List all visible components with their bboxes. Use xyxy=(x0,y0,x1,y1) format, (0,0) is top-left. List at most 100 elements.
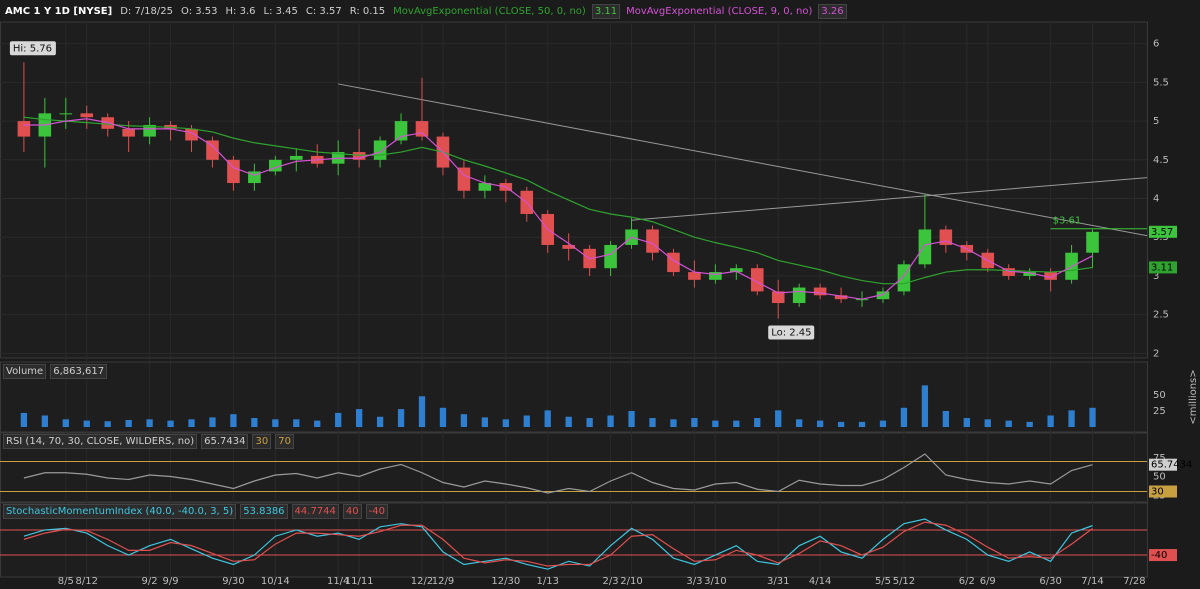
volume-bar xyxy=(649,418,656,428)
candle-body xyxy=(59,113,73,115)
volume-bar xyxy=(754,418,761,428)
series-line xyxy=(23,116,1093,285)
x-tick-label: 12/2 xyxy=(411,576,433,587)
volume-bar xyxy=(188,419,195,428)
candle-body xyxy=(269,159,282,172)
volume-bar xyxy=(1047,415,1054,428)
x-tick-label: 2/3 xyxy=(603,576,619,587)
volume-bar xyxy=(565,416,572,428)
y-tick-label: 5.5 xyxy=(1153,77,1169,88)
series-line xyxy=(23,118,1093,300)
volume-bar xyxy=(796,419,803,428)
candle-body xyxy=(80,113,94,118)
volume-bar xyxy=(146,419,153,428)
volume-bar xyxy=(942,410,949,428)
x-tick-label: 3/10 xyxy=(704,576,726,587)
y-tick-label: 5 xyxy=(1153,116,1159,127)
candle-body xyxy=(373,140,387,160)
volume-bar xyxy=(125,419,132,428)
legend-value: 3.11 xyxy=(591,4,621,19)
volume-bar xyxy=(460,414,468,428)
x-tick-label: 5/12 xyxy=(893,576,915,587)
volume-bar xyxy=(984,419,991,428)
volume-bar xyxy=(628,410,635,428)
volume-bar xyxy=(733,420,740,428)
candle-body xyxy=(227,159,240,184)
volume-bar xyxy=(293,419,300,428)
panel-title: StochasticMomentumIndex (40.0, -40.0, 3,… xyxy=(3,504,237,519)
y-tick-label: 75 xyxy=(1153,453,1166,464)
y-tick-label: 50 xyxy=(1153,390,1166,401)
field: O: 3.53 xyxy=(181,6,218,17)
band-label: -40 xyxy=(365,504,388,519)
price-line-label: $3.61 xyxy=(1053,216,1082,227)
band-label: 70 xyxy=(275,434,294,449)
volume-bar xyxy=(670,419,677,428)
candle-body xyxy=(918,229,932,265)
volume-bar xyxy=(921,385,929,428)
candle-body xyxy=(792,287,806,304)
x-tick-label: 5/5 xyxy=(875,576,891,587)
y-tick-label: 3 xyxy=(1153,271,1159,282)
candle-body xyxy=(1023,272,1036,276)
candle-body xyxy=(750,268,764,292)
volume-bar xyxy=(712,420,719,428)
volume-bar xyxy=(230,414,237,428)
x-tick-label: 9/9 xyxy=(163,576,179,587)
field: R: 0.15 xyxy=(349,6,386,17)
x-tick-label: 11/11 xyxy=(345,576,374,587)
volume-bar xyxy=(691,418,698,428)
hi-label-box xyxy=(9,41,56,56)
volume-bar xyxy=(502,419,509,428)
candle-body xyxy=(771,291,785,304)
price-tag xyxy=(1149,225,1177,238)
field: C: 3.57 xyxy=(305,6,342,17)
panel-title: RSI (14, 70, 30, CLOSE, WILDERS, no) xyxy=(3,434,198,449)
volume-bar xyxy=(314,420,321,428)
candle-body xyxy=(415,121,429,137)
candle-body xyxy=(185,128,198,141)
volume-bar xyxy=(1068,410,1075,428)
panel-title: Volume xyxy=(3,364,47,379)
x-tick-label: 7/14 xyxy=(1081,576,1103,587)
x-tick-label: 6/30 xyxy=(1039,576,1061,587)
volume-bar xyxy=(816,420,824,428)
candle-body xyxy=(688,272,701,280)
band-label: 30 xyxy=(252,434,272,449)
candle-body xyxy=(206,140,219,160)
price-tag-label: -40 xyxy=(1151,550,1167,561)
header: AMC 1 Y 1D [NYSE] D: 7/18/25 O: 3.53 H: … xyxy=(3,4,847,19)
volume-bar xyxy=(481,417,489,428)
volume-bar xyxy=(418,396,426,428)
x-tick-label: 3/3 xyxy=(686,576,702,587)
candle-body xyxy=(604,244,617,269)
rsi-header: RSI (14, 70, 30, CLOSE, WILDERS, no) 65.… xyxy=(3,434,294,449)
field: L: 3.45 xyxy=(263,6,298,17)
x-tick-label: 3/31 xyxy=(767,576,789,587)
legend-entry: MovAvgExponential (CLOSE, 9, 0, no) xyxy=(626,6,813,17)
volume-bar xyxy=(62,419,69,428)
panel xyxy=(0,21,1148,359)
volume-bar xyxy=(397,409,405,428)
volume-bar xyxy=(104,421,111,428)
price-tag xyxy=(1149,549,1177,562)
lo-label: Lo: 2.45 xyxy=(771,328,811,339)
price-tag xyxy=(1149,261,1177,274)
x-tick-label: 8/12 xyxy=(76,576,98,587)
x-tick-label: 12/9 xyxy=(432,576,454,587)
volume-bar xyxy=(544,410,551,428)
x-tick-label: 9/30 xyxy=(222,576,244,587)
volume-bar xyxy=(20,412,28,428)
symbol: AMC 1 Y 1D [NYSE] xyxy=(5,6,113,17)
volume-bar xyxy=(1005,420,1012,428)
price-tag-label: 3.11 xyxy=(1151,262,1173,273)
volume-bar xyxy=(376,416,384,428)
candle-body xyxy=(813,287,827,296)
volume-bar xyxy=(272,419,279,428)
candle-body xyxy=(646,229,659,253)
legend-entry: MovAvgExponential (CLOSE, 50, 0, no) xyxy=(393,6,586,17)
x-tick-label: 6/9 xyxy=(980,576,996,587)
x-tick-label: 1/13 xyxy=(536,576,558,587)
